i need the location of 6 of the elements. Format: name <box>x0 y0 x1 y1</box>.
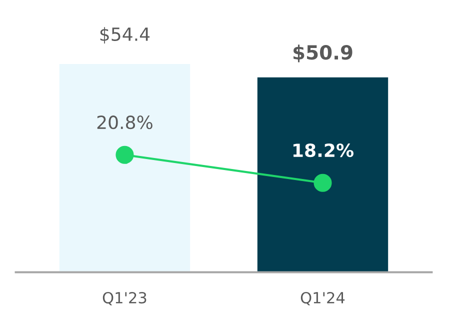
data-label: 18.2% <box>293 143 354 158</box>
data-label: 20.8% <box>97 116 152 130</box>
x-tick-label: Q1'24 <box>300 292 345 306</box>
data-label: $50.9 <box>294 44 352 62</box>
x-tick-label: Q1'23 <box>102 292 146 306</box>
data-label: $54.4 <box>100 27 150 44</box>
